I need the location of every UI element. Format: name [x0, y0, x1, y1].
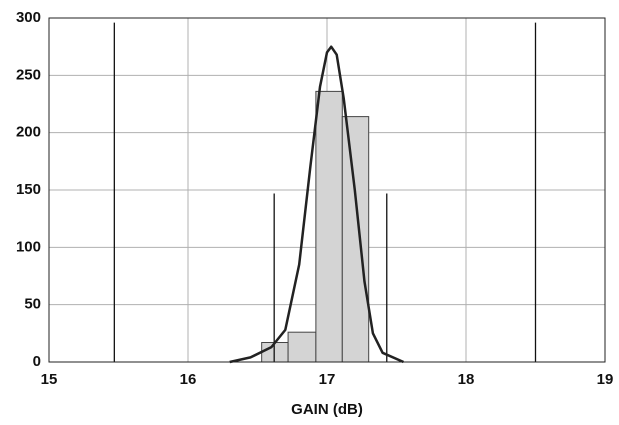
y-tick-label: 250 [16, 66, 41, 83]
y-tick-label: 50 [24, 296, 41, 313]
y-tick-label: 150 [16, 181, 41, 198]
x-tick-label: 19 [597, 371, 614, 388]
x-axis-label: GAIN (dB) [291, 401, 363, 418]
x-tick-label: 17 [319, 371, 336, 388]
y-tick-label: 200 [16, 124, 41, 141]
histogram-bar [261, 342, 289, 363]
histogram-bar [341, 116, 370, 363]
x-tick-label: 16 [180, 371, 197, 388]
x-tick-label: 15 [41, 371, 58, 388]
y-tick-label: 100 [16, 238, 41, 255]
y-tick-label: 0 [33, 353, 41, 370]
histogram-bar [287, 331, 317, 363]
x-tick-label: 18 [458, 371, 475, 388]
plot-frame [48, 17, 606, 363]
fit-curve [229, 45, 405, 364]
histogram-bar [315, 90, 343, 363]
y-tick-label: 300 [16, 9, 41, 26]
